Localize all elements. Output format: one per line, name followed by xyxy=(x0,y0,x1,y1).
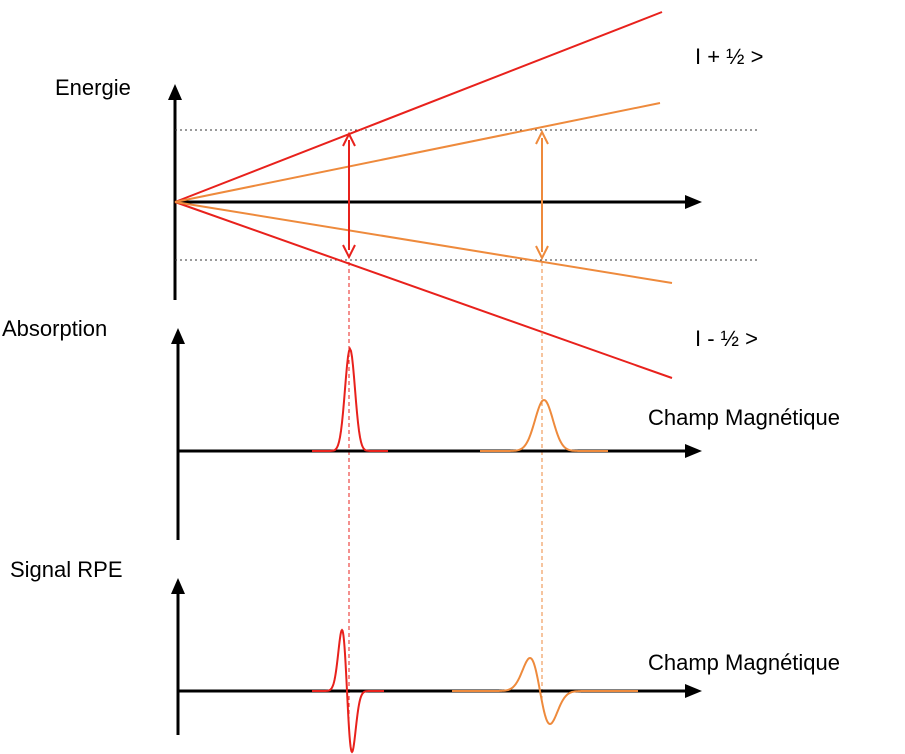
epr-panel: Signal RPE Champ Magnétique xyxy=(10,557,840,754)
field-axis-epr-arrowhead xyxy=(685,684,702,698)
transition-arrow-red xyxy=(342,131,356,260)
energy-axis-arrowhead xyxy=(168,84,182,100)
energy-panel: Energie I + ½ > I - ½ > xyxy=(55,11,764,379)
field-axis-epr-label: Champ Magnétique xyxy=(648,650,840,675)
zeeman-lower-red xyxy=(174,201,673,379)
upper-state-label: I + ½ > xyxy=(695,44,764,69)
zeeman-lower-orange xyxy=(174,201,673,284)
epr-axis-arrowhead xyxy=(171,578,185,594)
field-axis-absorption-label: Champ Magnétique xyxy=(648,405,840,430)
absorption-axis-arrowhead xyxy=(171,328,185,344)
epr-axis-label: Signal RPE xyxy=(10,557,123,582)
field-axis-absorption-arrowhead xyxy=(685,444,702,458)
transition-arrow-orange xyxy=(535,129,549,261)
absorption-axis-label: Absorption xyxy=(2,316,107,341)
energy-axis-label: Energie xyxy=(55,75,131,100)
lower-state-label: I - ½ > xyxy=(695,326,758,351)
zeeman-upper-red xyxy=(174,11,663,203)
zeeman-upper-orange xyxy=(174,102,661,203)
epr-derivative-orange xyxy=(452,656,638,726)
absorption-panel: Absorption Champ Magnétique xyxy=(2,316,840,540)
absorption-peak-orange xyxy=(480,398,608,452)
epr-derivative-red xyxy=(312,628,384,754)
field-axis-energy-arrowhead xyxy=(685,195,702,209)
absorption-peak-red xyxy=(312,346,388,452)
